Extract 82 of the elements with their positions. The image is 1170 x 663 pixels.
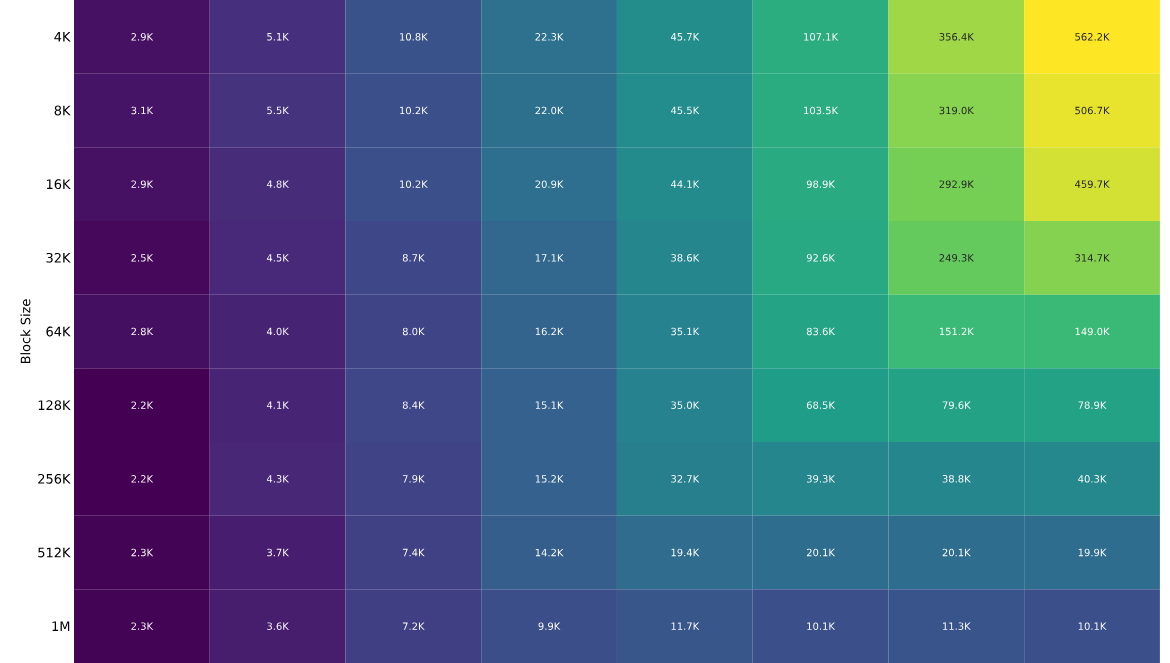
data-label: 103.5K [804,106,839,115]
data-label: 20.1K [806,548,836,557]
data-label: 22.3K [535,33,564,41]
data-label: 7.9K [402,475,425,483]
data-label: 4.0K [266,327,290,336]
data-label: 45.7K [670,33,700,41]
data-label: 5.1K [267,33,290,41]
data-label: 19.4K [671,548,700,557]
data-label: 10.2K [400,106,428,115]
data-label: 32.7K [671,475,700,483]
data-label: 562.2K [1075,33,1110,41]
data-label: 3.1K [131,106,154,115]
data-label: 3.6K [267,622,290,630]
data-label: 14.2K [535,548,564,557]
data-label: 2.9K [131,180,154,188]
data-label: 2.3K [131,548,154,557]
data-label: 35.0K [671,401,700,409]
data-label: 15.2K [535,475,564,483]
y-tick-label: 16K [46,179,71,190]
data-label: 8.0K [402,327,425,336]
data-label: 17.1K [535,254,564,262]
data-label: 45.5K [670,106,700,115]
data-label: 149.0K [1075,327,1110,336]
data-label: 15.1K [535,401,564,409]
data-label: 79.6K [942,401,971,409]
data-label: 22.0K [535,106,564,115]
data-label: 319.0K [939,106,975,115]
data-label: 4.3K [266,475,290,483]
data-label: 4.1K [266,401,290,409]
data-label: 314.7K [1075,254,1110,262]
data-label: 8.7K [402,254,425,262]
data-label: 20.1K [942,548,971,557]
data-label: 7.2K [402,622,425,630]
data-label: 9.9K [538,622,561,630]
data-label: 356.4K [939,33,975,41]
data-label: 292.9K [939,180,975,188]
data-label: 107.1K [804,33,839,41]
data-label: 10.2K [400,180,428,188]
data-label: 40.3K [1078,475,1107,483]
data-label: 2.2K [131,475,154,483]
y-tick-label: 512K [38,547,71,558]
data-label: 2.3K [131,622,154,630]
y-tick-label: 8K [54,105,71,116]
data-label: 4.8K [266,180,290,188]
data-label: 44.1K [670,180,700,188]
data-label: 7.4K [402,548,425,557]
y-tick-label: 1M [52,621,70,631]
data-label: 38.8K [942,475,971,483]
data-label: 2.8K [131,327,154,336]
data-label: 10.1K [1078,622,1107,630]
y-tick-label: 128K [38,400,71,411]
data-label: 459.7K [1075,180,1110,188]
data-label: 35.1K [671,327,700,336]
data-label: 39.3K [806,475,836,483]
data-label: 151.2K [939,327,975,336]
data-label: 2.5K [131,254,154,262]
data-label: 98.9K [806,180,836,188]
data-label: 38.6K [671,254,700,262]
data-label: 92.6K [806,254,836,262]
data-label: 2.2K [131,401,154,409]
data-label: 16.2K [535,327,564,336]
data-label: 2.9K [131,33,154,41]
data-label: 10.1K [807,622,836,630]
data-label: 5.5K [267,106,290,115]
data-label: 68.5K [806,401,836,409]
data-label: 506.7K [1075,106,1110,115]
y-axis-title: Block Size [20,299,31,364]
y-tick-label: 4K [54,32,71,42]
data-label: 78.9K [1078,401,1107,409]
data-label: 20.9K [535,180,564,188]
data-label: 3.7K [267,548,290,557]
data-label: 4.5K [266,254,290,262]
data-label: 11.7K [671,622,700,630]
data-label: 83.6K [806,327,836,336]
data-label: 19.9K [1078,548,1107,557]
y-tick-label: 256K [38,473,71,484]
y-tick-label: 32K [46,252,71,263]
data-label: 11.3K [943,622,971,630]
data-label: 10.8K [400,33,428,41]
data-label: 8.4K [402,401,425,409]
data-label: 249.3K [939,254,975,262]
y-tick-label: 64K [46,326,71,337]
